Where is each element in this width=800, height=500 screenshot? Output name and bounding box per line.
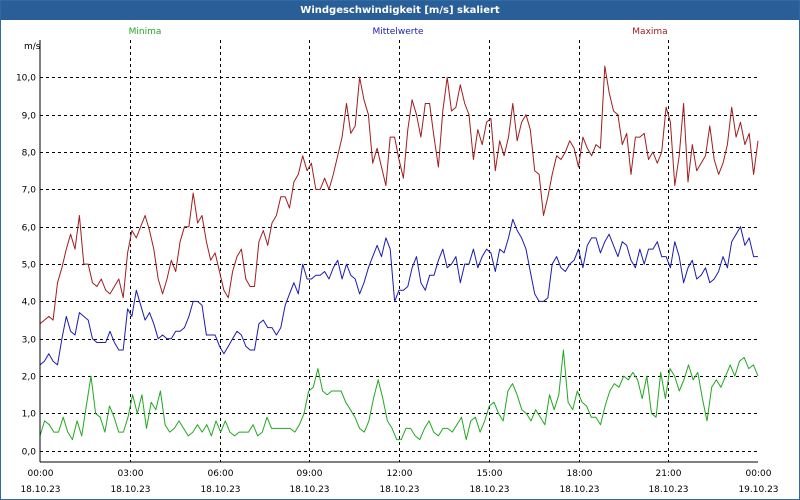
y-axis-unit-label: m/s xyxy=(24,42,41,52)
x-tick-time-label: 06:00 xyxy=(208,469,234,479)
x-tick-date-label: 18.10.23 xyxy=(20,485,60,495)
legend-minima: Minima xyxy=(129,27,162,37)
x-tick-date-label: 18.10.23 xyxy=(110,485,150,495)
y-tick-label: 5,0 xyxy=(22,261,37,271)
y-tick-label: 8,0 xyxy=(22,149,37,159)
x-tick-date-label: 18.10.23 xyxy=(379,485,419,495)
series-lines xyxy=(39,65,759,441)
legend-mittelwerte: Mittelwerte xyxy=(372,27,423,37)
y-tick-label: 3,0 xyxy=(22,336,37,346)
x-tick-date-label: 18.10.23 xyxy=(559,485,599,495)
x-tick-time-label: 18:00 xyxy=(567,469,593,479)
x-tick-date-label: 18.10.23 xyxy=(200,485,240,495)
y-tick-label: 9,0 xyxy=(22,112,37,122)
x-tick-time-label: 00:00 xyxy=(28,469,54,479)
x-tick-date-label: 18.10.23 xyxy=(289,485,329,495)
x-tick-time-label: 03:00 xyxy=(118,469,144,479)
x-tick-date-label: 18.10.23 xyxy=(469,485,509,495)
y-tick-label: 2,0 xyxy=(22,373,37,383)
legend-maxima: Maxima xyxy=(632,27,667,37)
x-tick-date-label: 18.10.23 xyxy=(648,485,688,495)
y-tick-label: 1,0 xyxy=(22,410,37,420)
x-tick-time-label: 12:00 xyxy=(387,469,413,479)
legend: Maxima Mittelwerte Minima xyxy=(129,27,668,37)
x-tick-time-label: 15:00 xyxy=(477,469,503,479)
x-tick-time-label: 09:00 xyxy=(297,469,323,479)
series-line-minima xyxy=(39,349,759,441)
y-tick-label: 4,0 xyxy=(22,298,37,308)
series-line-maxima xyxy=(39,65,759,325)
x-tick-date-label: 19.10.23 xyxy=(738,485,778,495)
y-axis-ticks: 0,0 1,0 2,0 3,0 4,0 5,0 6,0 7,0 8,0 9,0 10,0 xyxy=(16,74,36,458)
series-line-mittelwerte xyxy=(39,218,758,366)
y-tick-label: 10,0 xyxy=(16,74,36,84)
x-tick-time-label: 00:00 xyxy=(746,469,772,479)
window-title: Windgeschwindigkeit [m/s] skaliert xyxy=(1,1,799,20)
y-tick-label: 6,0 xyxy=(22,224,37,234)
x-axis-ticks: 00:00 18.10.23 03:00 18.10.23 06:00 18.10.23 0… xyxy=(20,469,778,495)
x-tick-time-label: 21:00 xyxy=(656,469,682,479)
y-tick-label: 0,0 xyxy=(22,448,37,458)
y-tick-label: 7,0 xyxy=(22,186,37,196)
